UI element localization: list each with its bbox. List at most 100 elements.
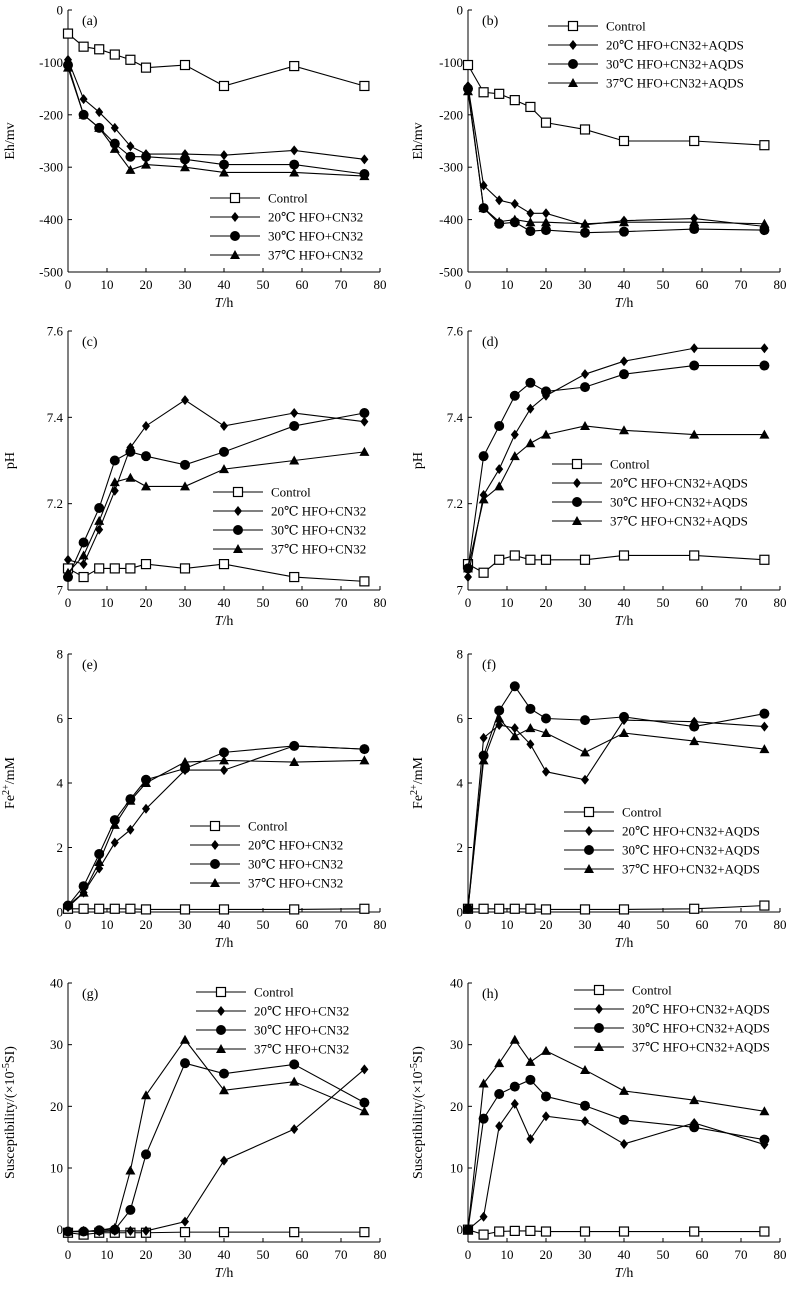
- series-line: [67, 67, 365, 177]
- legend-item: 20℃ HFO+CN32+AQDS: [564, 824, 760, 839]
- data-point: [79, 94, 88, 105]
- legend-item: 20℃ HFO+CN32+AQDS: [574, 1002, 770, 1017]
- y-tick-label: 0: [457, 3, 464, 18]
- series-line: [67, 412, 365, 578]
- x-tick-label: 80: [774, 1247, 787, 1262]
- series-line: [67, 1068, 365, 1233]
- data-point: [289, 455, 300, 465]
- legend-label: 20℃ HFO+CN32: [268, 210, 363, 225]
- data-point: [359, 408, 370, 419]
- x-tick-label: 10: [501, 1247, 514, 1262]
- data-point: [63, 62, 73, 72]
- y-tick-label: 7.2: [447, 496, 463, 511]
- data-point: [79, 559, 88, 570]
- x-tick-label: 50: [657, 1247, 670, 1262]
- x-tick-label: 40: [218, 1247, 231, 1262]
- series-triangle: [63, 1034, 370, 1236]
- x-tick-label: 80: [774, 917, 787, 932]
- legend-marker: [572, 516, 582, 525]
- panel-label: (e): [82, 658, 98, 673]
- series-triangle: [463, 713, 770, 913]
- data-point: [478, 567, 489, 578]
- legend-label: 37℃ HFO+CN32+AQDS: [622, 862, 760, 877]
- data-point: [180, 1034, 190, 1044]
- legend-label: 20℃ HFO+CN32: [248, 838, 343, 853]
- series-line: [467, 347, 765, 578]
- y-tick-label: 30: [450, 1037, 463, 1052]
- data-point: [525, 438, 536, 448]
- x-tick-label: 30: [179, 1247, 192, 1262]
- y-axis-label: Fe2+/mM: [1, 757, 18, 809]
- data-point: [478, 1229, 489, 1240]
- x-tick-label: 70: [335, 277, 348, 292]
- data-point: [126, 141, 135, 152]
- series-line: [467, 1079, 765, 1230]
- data-point: [180, 459, 190, 470]
- data-point: [525, 1074, 536, 1085]
- data-point: [462, 59, 474, 71]
- data-point: [95, 107, 104, 118]
- data-point: [494, 1058, 505, 1068]
- data-point: [689, 736, 700, 746]
- data-point: [540, 117, 552, 128]
- data-point: [179, 59, 191, 71]
- data-point: [525, 723, 536, 733]
- data-point: [541, 728, 551, 738]
- y-tick-label: -200: [39, 107, 63, 122]
- legend-label: 37℃ HFO+CN32+AQDS: [632, 1040, 770, 1055]
- y-tick-label: 20: [450, 1099, 463, 1114]
- data-point: [759, 900, 770, 911]
- data-point: [494, 1226, 505, 1237]
- x-tick-label: 40: [618, 595, 631, 610]
- x-tick-label: 10: [501, 595, 514, 610]
- legend-item: 37℃ HFO+CN32: [213, 542, 366, 557]
- data-point: [289, 1076, 300, 1086]
- data-point: [509, 1034, 520, 1044]
- y-axis-label: pH: [411, 452, 426, 469]
- x-tick-label: 0: [465, 595, 472, 610]
- data-point: [94, 502, 105, 513]
- data-point: [180, 481, 190, 491]
- x-tick-label: 70: [735, 595, 748, 610]
- data-point: [220, 765, 228, 776]
- y-tick-label: 7.4: [47, 410, 64, 425]
- x-tick-label: 30: [579, 595, 592, 610]
- data-point: [359, 1097, 370, 1108]
- data-point: [289, 571, 300, 583]
- legend-marker: [593, 984, 605, 996]
- data-point: [289, 420, 300, 431]
- data-point: [579, 904, 591, 915]
- panel-label: (d): [482, 335, 499, 350]
- legend: Control 20℃ HFO+CN32 30℃ HFO+CN32 37℃ HFO+C…: [196, 985, 349, 1057]
- data-point: [110, 122, 119, 133]
- data-point: [359, 744, 370, 755]
- x-tick-label: 50: [657, 277, 670, 292]
- panel-h: 0 10 20 30 40 50 60 70 80 0 10 20 30 40 T/h Susceptibil…: [409, 976, 787, 1282]
- data-point: [125, 54, 136, 65]
- series-line: [67, 33, 365, 87]
- legend-marker: [567, 20, 579, 32]
- x-axis-label: T/h: [215, 936, 234, 951]
- legend-marker: [595, 1004, 603, 1014]
- data-point: [509, 731, 520, 741]
- data-point: [109, 563, 120, 574]
- series-circle: [463, 83, 770, 238]
- legend-label: 37℃ HFO+CN32+AQDS: [610, 514, 748, 529]
- series-triangle: [463, 1034, 770, 1234]
- legend-label: 20℃ HFO+CN32+AQDS: [622, 824, 760, 839]
- data-point: [510, 429, 519, 440]
- data-point: [618, 550, 630, 561]
- data-point: [141, 151, 151, 162]
- data-point: [109, 455, 120, 466]
- x-tick-label: 20: [140, 917, 153, 932]
- data-point: [759, 1226, 770, 1237]
- x-tick-label: 60: [296, 277, 309, 292]
- x-tick-label: 20: [140, 1247, 153, 1262]
- data-point: [109, 1222, 120, 1232]
- series-line: [67, 745, 365, 906]
- y-tick-label: 40: [50, 976, 63, 991]
- x-axis-label: T/h: [615, 936, 634, 951]
- x-tick-label: 0: [465, 277, 472, 292]
- series-line: [467, 1038, 765, 1230]
- legend-marker: [584, 864, 594, 873]
